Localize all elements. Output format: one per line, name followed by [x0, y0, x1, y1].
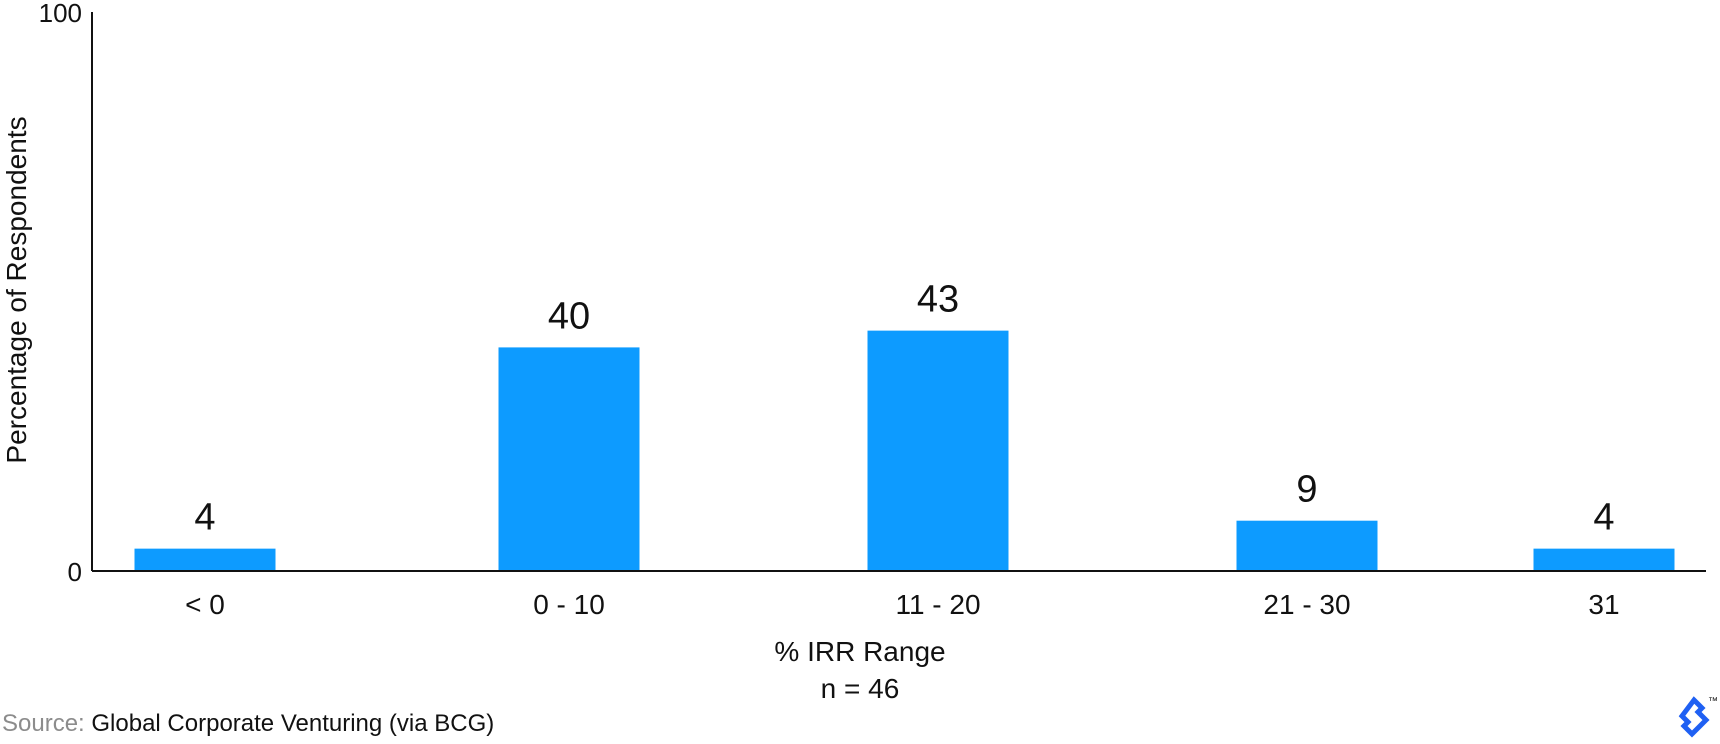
- value-labels-group: 4 40 43 9 4: [194, 279, 1614, 539]
- value-label-2: 43: [917, 279, 959, 321]
- category-labels-group: < 0 0 - 10 11 - 20 21 - 30 31: [185, 589, 1619, 620]
- value-label-1: 40: [548, 295, 590, 337]
- y-axis-title: Percentage of Respondents: [1, 116, 32, 463]
- source-note: Source: Global Corporate Venturing (via …: [2, 710, 494, 738]
- bar-chart: 4 40 43 9 4 < 0 0 - 10 11 - 20 21 - 30 31 100 0 …: [1, 0, 1706, 700]
- category-label-4: 31: [1588, 589, 1619, 620]
- x-axis-title: % IRR Range: [774, 636, 945, 667]
- value-label-3: 9: [1296, 469, 1317, 511]
- category-label-1: 0 - 10: [533, 589, 605, 620]
- sample-size-label: n = 46: [821, 673, 900, 700]
- bars-group: [134, 330, 1675, 571]
- trademark-symbol: ™: [1708, 696, 1718, 707]
- category-label-3: 21 - 30: [1263, 589, 1350, 620]
- y-tick-max: 100: [39, 0, 82, 28]
- category-label-0: < 0: [185, 589, 225, 620]
- value-label-4: 4: [1593, 497, 1614, 539]
- bar-3: [1236, 520, 1378, 571]
- toptal-logo-icon: ™: [1678, 696, 1718, 738]
- source-label: Source:: [2, 710, 85, 737]
- bar-0: [134, 548, 276, 571]
- source-text: Global Corporate Venturing (via BCG): [91, 710, 495, 737]
- bar-1: [498, 347, 640, 571]
- category-label-2: 11 - 20: [895, 589, 980, 620]
- bar-4: [1533, 548, 1675, 571]
- value-label-0: 4: [194, 497, 215, 539]
- y-tick-min: 0: [68, 557, 82, 587]
- bar-2: [867, 330, 1009, 571]
